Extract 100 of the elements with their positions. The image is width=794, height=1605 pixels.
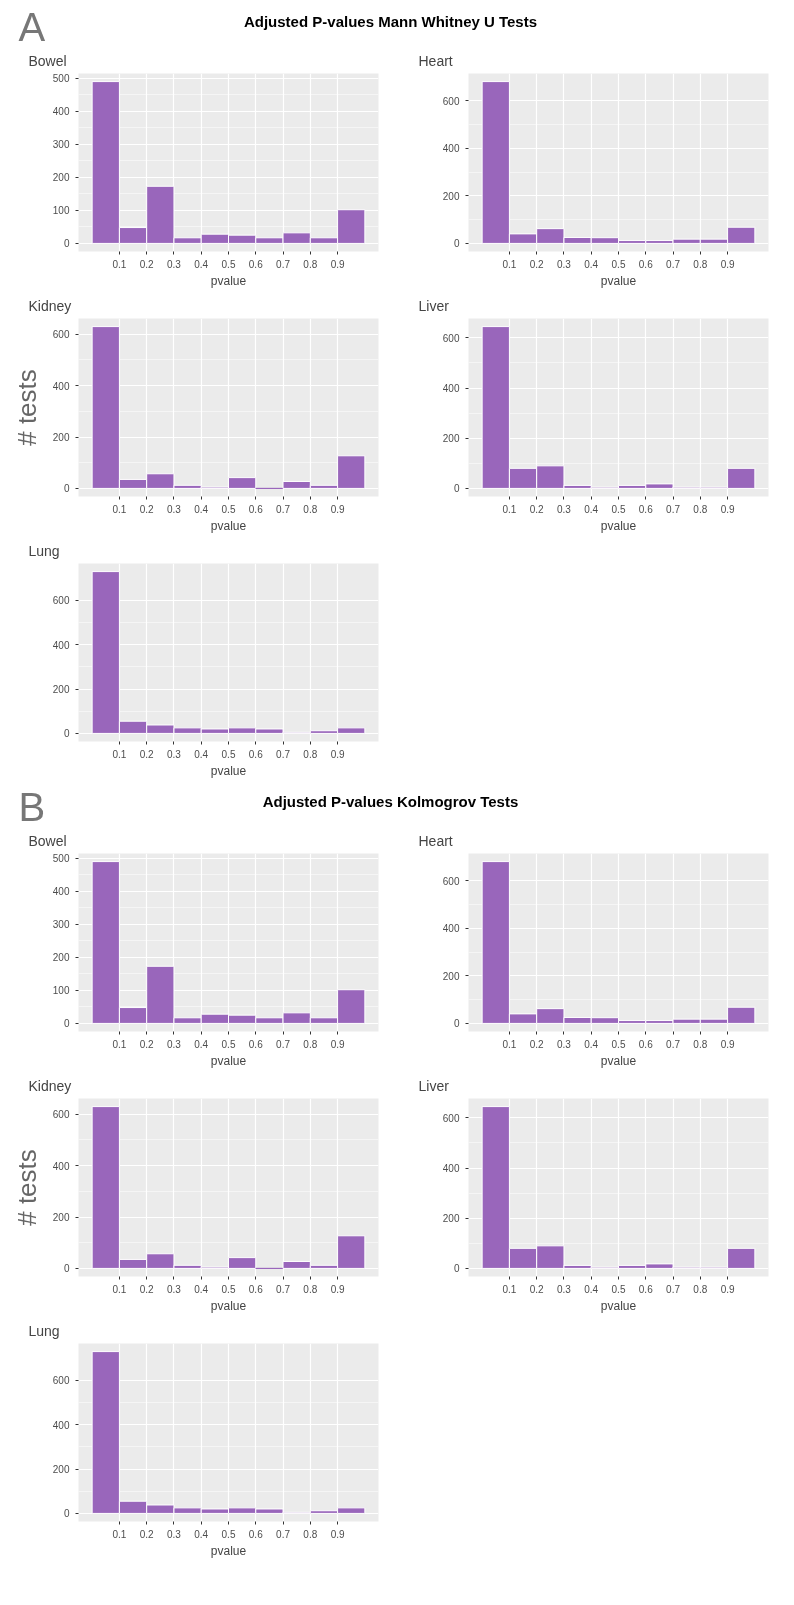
y-tick-label: 200: [442, 1213, 460, 1225]
text: Adjusted P-values Kolmogrov Tests: [262, 792, 519, 810]
text: B: [18, 785, 46, 829]
y-tick-label: 400: [52, 886, 70, 898]
y-tick-label: 600: [52, 329, 70, 341]
x-tick-label: 0.7: [276, 258, 291, 270]
y-tick-label: 100: [52, 205, 70, 217]
y-tick-label: 200: [52, 684, 70, 696]
x-tick-label: 0.6: [638, 258, 654, 270]
chart-title: Kidney: [28, 297, 72, 314]
y-tick-label: 0: [63, 1018, 70, 1030]
y-tick-label: 400: [442, 923, 460, 935]
x-tick-label: 0.9: [720, 258, 735, 270]
x-tick-label: 0.9: [330, 503, 345, 515]
x-axis-title: pvalue: [210, 273, 247, 288]
x-tick-label: 0.3: [557, 258, 572, 270]
x-tick-label: 0.3: [557, 503, 572, 515]
x-tick-label: 0.4: [194, 1038, 209, 1050]
x-tick-label: 0.6: [248, 1528, 264, 1540]
x-tick-label: 0.2: [139, 1283, 155, 1295]
y-tick-label: 600: [52, 1375, 70, 1387]
x-tick-label: 0.4: [194, 1528, 209, 1540]
y-tick-label: 200: [442, 190, 460, 202]
x-tick-label: 0.6: [248, 258, 264, 270]
y-tick-label: 300: [52, 139, 70, 151]
chart-title: Kidney: [28, 1077, 72, 1094]
x-tick-label: 0.7: [666, 1283, 681, 1295]
x-tick-label: 0.8: [303, 503, 318, 515]
y-tick-label: 400: [52, 106, 70, 118]
x-tick-label: 0.4: [194, 503, 209, 515]
x-tick-label: 0.1: [112, 748, 127, 760]
y-tick-label: 400: [52, 1160, 70, 1172]
x-tick-label: 0.6: [248, 503, 264, 515]
y-tick-label: 400: [52, 380, 70, 392]
x-tick-label: 0.8: [693, 1038, 708, 1050]
x-tick-label: 0.5: [611, 503, 626, 515]
x-tick-label: 0.8: [303, 748, 318, 760]
x-tick-label: 0.8: [303, 1528, 318, 1540]
x-tick-label: 0.1: [502, 1283, 517, 1295]
x-tick-label: 0.3: [167, 503, 182, 515]
x-tick-label: 0.3: [167, 1528, 182, 1540]
x-tick-label: 0.7: [276, 503, 291, 515]
y-tick-label: 200: [52, 432, 70, 444]
x-tick-label: 0.5: [611, 258, 626, 270]
y-tick-label: 0: [63, 728, 70, 740]
x-tick-label: 0.3: [167, 1283, 182, 1295]
x-tick-label: 0.6: [638, 1038, 654, 1050]
x-tick-label: 0.1: [112, 503, 127, 515]
y-tick-label: 400: [52, 1419, 70, 1431]
x-tick-label: 0.3: [557, 1038, 572, 1050]
x-tick-label: 0.5: [221, 1283, 236, 1295]
x-tick-label: 0.2: [139, 503, 155, 515]
x-tick-label: 0.2: [529, 1283, 545, 1295]
x-tick-label: 0.1: [112, 1528, 127, 1540]
y-tick-label: 400: [442, 1163, 460, 1175]
chart-title: Lung: [28, 1322, 60, 1339]
x-tick-label: 0.4: [584, 258, 599, 270]
y-tick-label: 200: [52, 952, 70, 964]
x-tick-label: 0.7: [666, 503, 681, 515]
x-tick-label: 0.1: [502, 503, 517, 515]
x-axis-title: pvalue: [600, 518, 637, 533]
x-tick-label: 0.3: [167, 748, 182, 760]
x-tick-label: 0.2: [139, 748, 155, 760]
x-tick-label: 0.7: [276, 1528, 291, 1540]
y-tick-label: 200: [442, 433, 460, 445]
chart-title: Bowel: [28, 52, 67, 69]
x-tick-label: 0.3: [167, 1038, 182, 1050]
x-tick-label: 0.9: [330, 1528, 345, 1540]
x-tick-label: 0.9: [330, 1283, 345, 1295]
y-tick-label: 600: [52, 1109, 70, 1121]
y-tick-label: 600: [442, 875, 460, 887]
x-tick-label: 0.2: [139, 258, 155, 270]
x-tick-label: 0.7: [666, 258, 681, 270]
text: Adjusted P-values Mann Whitney U Tests: [243, 12, 538, 30]
x-tick-label: 0.7: [666, 1038, 681, 1050]
x-tick-label: 0.9: [720, 1283, 735, 1295]
x-tick-label: 0.8: [693, 1283, 708, 1295]
x-tick-label: 0.3: [167, 258, 182, 270]
y-tick-label: 400: [52, 639, 70, 651]
x-axis-title: pvalue: [210, 1053, 247, 1068]
x-tick-label: 0.2: [529, 258, 545, 270]
x-tick-label: 0.8: [693, 503, 708, 515]
y-tick-label: 100: [52, 985, 70, 997]
y-tick-label: 0: [453, 1018, 460, 1030]
x-tick-label: 0.2: [139, 1528, 155, 1540]
y-axis-title: # tests: [11, 369, 42, 446]
y-tick-label: 600: [442, 95, 460, 107]
y-tick-label: 600: [442, 1112, 460, 1124]
chart-title: Heart: [418, 832, 453, 849]
x-tick-label: 0.4: [584, 1283, 599, 1295]
x-tick-label: 0.7: [276, 1283, 291, 1295]
x-tick-label: 0.1: [112, 1283, 127, 1295]
y-tick-label: 600: [442, 332, 460, 344]
x-tick-label: 0.4: [584, 503, 599, 515]
y-tick-label: 0: [63, 483, 70, 495]
x-tick-label: 0.4: [194, 258, 209, 270]
y-tick-label: 200: [442, 970, 460, 982]
x-tick-label: 0.6: [248, 1283, 264, 1295]
x-tick-label: 0.9: [330, 1038, 345, 1050]
y-tick-label: 0: [63, 1263, 70, 1275]
